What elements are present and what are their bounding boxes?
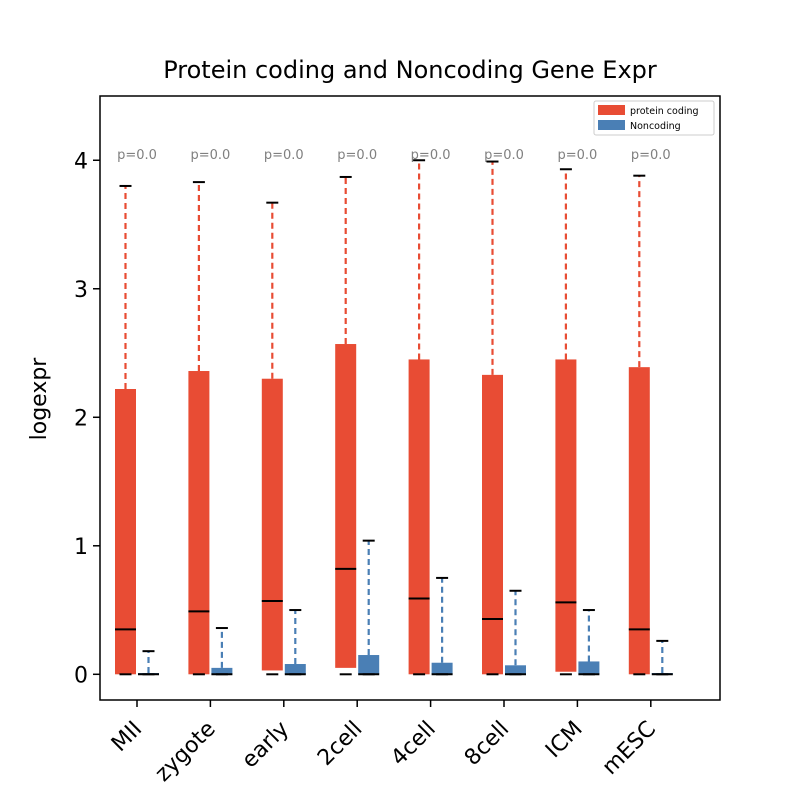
y-axis-label: logexpr [27, 357, 52, 441]
x-tick-label: 2cell [313, 717, 367, 771]
pvalue-label: p=0.0 [264, 148, 304, 163]
chart-title: Protein coding and Noncoding Gene Expr [163, 56, 657, 84]
legend-label: protein coding [630, 106, 699, 117]
legend-swatch [598, 120, 625, 130]
box [358, 655, 380, 675]
y-tick-label: 3 [74, 278, 88, 303]
box [261, 378, 283, 671]
box [188, 371, 210, 675]
pvalue-label: p=0.0 [557, 148, 597, 163]
box [505, 665, 526, 675]
pvalue-label: p=0.0 [631, 148, 671, 163]
box [555, 359, 577, 672]
legend-swatch [598, 105, 625, 115]
pvalue-label: p=0.0 [337, 148, 377, 163]
box [284, 664, 306, 675]
y-tick-label: 4 [74, 149, 88, 174]
box [408, 359, 430, 675]
pvalue-label: p=0.0 [117, 148, 157, 163]
plot-area: p=0.0 p=0.0 p=0.0 p=0.0 p=0.0 p=0.0 p=0.0 p=0.0 [115, 148, 673, 676]
x-tick-label: early [237, 717, 294, 774]
x-tick-label: 4cell [386, 717, 440, 771]
x-tick-label: ICM [541, 717, 588, 764]
pvalue-label: p=0.0 [190, 148, 230, 163]
x-tick-label: 8cell [460, 717, 514, 771]
plot-frame [99, 95, 721, 701]
box [628, 367, 650, 675]
x-tick-label: zygote [151, 717, 221, 787]
y-tick-label: 2 [74, 406, 88, 431]
x-tick-label: mESC [598, 717, 661, 780]
box [431, 662, 453, 675]
box [211, 667, 233, 675]
legend: protein coding Noncoding [593, 100, 715, 136]
box [578, 661, 600, 675]
box [335, 344, 357, 668]
x-tick-label: MII [107, 717, 147, 757]
y-tick-label: 0 [74, 663, 88, 688]
box [115, 389, 136, 675]
pvalue-label: p=0.0 [484, 148, 524, 163]
pvalue-label: p=0.0 [411, 148, 451, 163]
legend-label: Noncoding [630, 121, 681, 132]
box [482, 374, 503, 675]
y-tick-label: 1 [74, 535, 88, 560]
